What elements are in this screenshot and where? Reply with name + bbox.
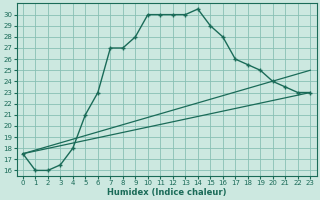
X-axis label: Humidex (Indice chaleur): Humidex (Indice chaleur) [107, 188, 226, 197]
